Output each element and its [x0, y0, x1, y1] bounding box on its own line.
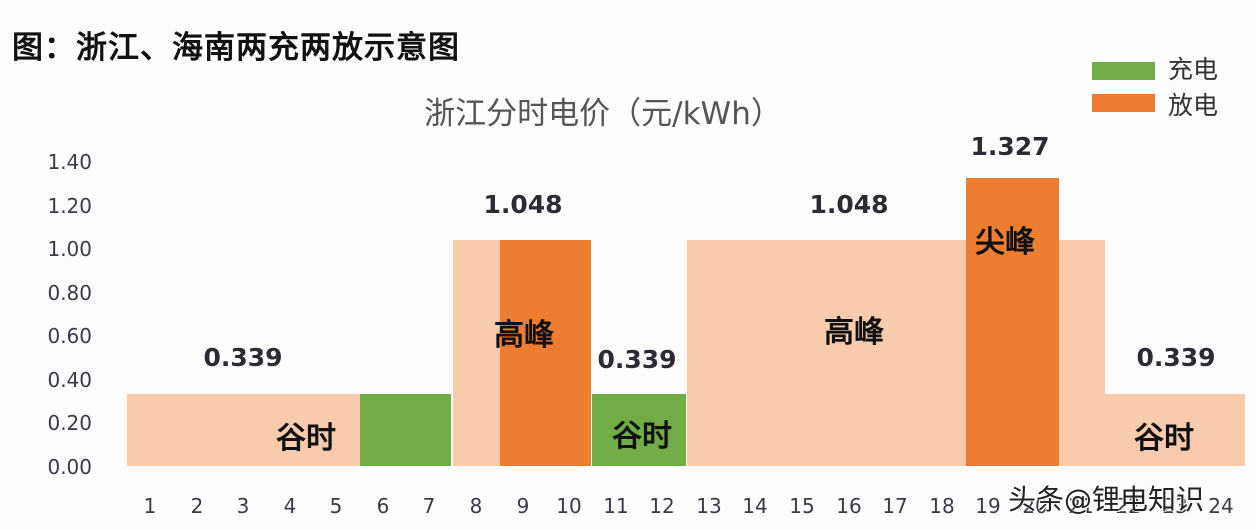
zone-label-valley-left: 谷时	[276, 421, 336, 456]
figure-title: 图：浙江、海南两充两放示意图	[12, 30, 460, 66]
legend-swatch-discharge	[1092, 94, 1155, 112]
x-tick: 22	[1115, 494, 1141, 518]
watermark: 头条@锂电知识	[1008, 483, 1205, 516]
value-label-peak-morning: 1.048	[483, 190, 563, 219]
zone-label-sharp-peak: 尖峰	[975, 225, 1035, 260]
x-tick: 2	[190, 494, 204, 518]
y-tick: 1.40	[47, 150, 92, 174]
x-tick: 15	[789, 494, 815, 518]
x-tick: 17	[882, 494, 908, 518]
chart-title: 浙江分时电价（元/kWh）	[424, 96, 782, 132]
bar-peak-evening	[1059, 240, 1105, 466]
zone-label-valley-right: 谷时	[1134, 421, 1194, 456]
y-tick: 0.20	[47, 411, 92, 435]
value-label-valley-left: 0.339	[203, 343, 283, 372]
x-tick: 14	[742, 494, 768, 518]
legend-label-charge: 充电	[1168, 55, 1219, 84]
x-tick: 12	[649, 494, 675, 518]
bar-discharge-sharp-peak	[966, 178, 1059, 466]
y-tick: 0.80	[47, 281, 92, 305]
x-tick: 10	[556, 494, 582, 518]
zone-label-peak-morning: 高峰	[494, 318, 554, 353]
y-tick: 1.00	[47, 237, 92, 261]
zone-label-peak-afternoon: 高峰	[824, 315, 884, 350]
bar-peak-morning-base	[453, 240, 500, 466]
bar-charge-midday	[592, 394, 686, 466]
y-tick: 0.00	[47, 455, 92, 479]
bar-peak-afternoon	[687, 240, 966, 466]
x-tick: 13	[696, 494, 722, 518]
bar-charge-morning	[360, 394, 451, 466]
legend-label-discharge: 放电	[1168, 91, 1219, 120]
y-tick: 0.60	[47, 324, 92, 348]
bar-discharge-morning	[500, 240, 591, 466]
bar-valley-left	[127, 394, 360, 466]
value-label-sharp-peak: 1.327	[970, 132, 1050, 161]
x-tick: 21	[1068, 494, 1094, 518]
value-label-valley-right: 0.339	[1136, 343, 1216, 372]
x-tick: 9	[516, 494, 530, 518]
x-tick: 16	[836, 494, 862, 518]
x-tick: 5	[329, 494, 343, 518]
x-tick: 19	[975, 494, 1001, 518]
x-tick: 24	[1208, 494, 1234, 518]
x-tick: 18	[929, 494, 955, 518]
x-tick: 3	[236, 494, 250, 518]
x-tick: 23	[1162, 494, 1188, 518]
y-tick: 1.20	[47, 194, 92, 218]
y-tick: 0.40	[47, 368, 92, 392]
x-tick: 1	[143, 494, 157, 518]
zone-label-valley-mid: 谷时	[612, 419, 672, 454]
legend-swatch-charge	[1092, 62, 1155, 80]
x-tick: 8	[469, 494, 483, 518]
value-label-peak-afternoon: 1.048	[809, 190, 889, 219]
x-tick: 20	[1022, 494, 1048, 518]
value-label-valley-mid: 0.339	[597, 345, 677, 374]
bar-valley-right	[1105, 394, 1245, 466]
legend: 充电 放电	[1092, 52, 1252, 122]
x-tick: 6	[376, 494, 390, 518]
x-tick: 11	[603, 494, 629, 518]
x-tick: 4	[283, 494, 297, 518]
x-tick: 7	[422, 494, 436, 518]
